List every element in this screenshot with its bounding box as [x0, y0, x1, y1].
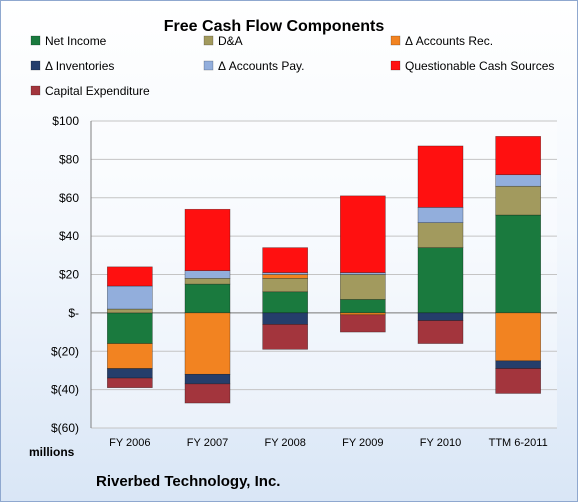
chart-title: Free Cash Flow Components [164, 18, 385, 35]
bar-d-a-fy-2008 [262, 278, 308, 293]
bar-questionable-cash-sources-fy-2010 [417, 145, 464, 208]
x-tick-label: FY 2007 [187, 437, 228, 449]
bar-accounts-pay-fy-2007 [184, 270, 231, 279]
bar-capital-expenditure-fy-2007 [184, 383, 231, 404]
legend-swatch-capital-expenditure [30, 85, 41, 96]
bar-questionable-cash-sources-fy-2006 [107, 266, 153, 287]
legend-label-inventories: Δ Inventories [45, 59, 114, 73]
bar-inventories-fy-2007 [184, 373, 231, 385]
bar-capital-expenditure-fy-2010 [417, 320, 464, 344]
bar-net-income-fy-2009 [340, 299, 386, 314]
bar-questionable-cash-sources-fy-2009 [340, 195, 386, 273]
y-axis: $100 $80 $60 $40 $20 $- $(20) $(40) $(60) [51, 114, 92, 435]
units-label: millions [29, 445, 75, 459]
legend-label-d-a: D&A [218, 34, 243, 48]
bar-accounts-pay-ttm-6-2011 [495, 174, 541, 187]
y-tick-label: $(40) [51, 383, 79, 397]
y-tick-label: $60 [59, 191, 79, 205]
bar-net-income-fy-2008 [262, 291, 308, 314]
bar-questionable-cash-sources-fy-2008 [262, 247, 308, 273]
bar-d-a-fy-2010 [417, 222, 464, 248]
bar-accounts-rec-fy-2007 [184, 312, 231, 375]
legend-swatch-questionable-cash-sources [390, 60, 401, 71]
legend-label-capital-expenditure: Capital Expenditure [45, 84, 150, 98]
bar-inventories-fy-2008 [262, 312, 308, 325]
bar-accounts-pay-fy-2006 [107, 285, 153, 310]
bar-accounts-rec-fy-2008 [262, 274, 308, 279]
x-tick-label: TTM 6-2011 [489, 437, 548, 449]
x-axis: FY 2006 FY 2007 FY 2008 FY 2009 FY 2010 TTM 6… [109, 437, 548, 449]
bar-inventories-fy-2010 [417, 312, 464, 321]
bar-capital-expenditure-fy-2008 [262, 324, 308, 350]
legend-label-questionable-cash-sources: Questionable Cash Sources [405, 59, 554, 73]
y-tick-label: $40 [59, 229, 79, 243]
bar-d-a-fy-2009 [340, 274, 386, 300]
bar-net-income-ttm-6-2011 [495, 214, 541, 314]
legend-swatch-accounts-rec [390, 35, 401, 46]
bar-accounts-pay-fy-2010 [417, 207, 464, 223]
bar-capital-expenditure-fy-2006 [107, 377, 153, 389]
y-tick-label: $- [68, 306, 79, 320]
legend-swatch-inventories [30, 60, 41, 71]
legend-label-net-income: Net Income [45, 34, 107, 48]
x-tick-label: FY 2010 [420, 437, 461, 449]
legend: Net Income D&A Δ Accounts Rec. Δ Inventorie… [30, 34, 554, 98]
bar-questionable-cash-sources-fy-2007 [184, 208, 231, 271]
x-tick-label: FY 2006 [109, 437, 150, 449]
legend-swatch-d-a [203, 35, 214, 46]
footer-company: Riverbed Technology, Inc. [96, 473, 280, 490]
x-tick-label: FY 2008 [264, 437, 305, 449]
legend-swatch-accounts-pay [203, 60, 214, 71]
legend-label-accounts-pay: Δ Accounts Pay. [218, 59, 305, 73]
y-tick-label: $20 [59, 268, 79, 282]
y-tick-label: $80 [59, 152, 79, 166]
bar-inventories-ttm-6-2011 [495, 360, 541, 369]
y-tick-label: $(20) [51, 344, 79, 358]
bar-capital-expenditure-ttm-6-2011 [495, 368, 541, 394]
plot-area [91, 120, 557, 429]
bar-net-income-fy-2010 [417, 247, 464, 314]
y-tick-label: $(60) [51, 421, 79, 435]
bar-d-a-ttm-6-2011 [495, 185, 541, 216]
bar-net-income-fy-2006 [107, 312, 153, 344]
bar-inventories-fy-2006 [107, 368, 153, 379]
bar-capital-expenditure-fy-2009 [340, 314, 386, 333]
y-tick-label: $100 [52, 114, 79, 128]
bar-net-income-fy-2007 [184, 283, 231, 314]
bar-questionable-cash-sources-ttm-6-2011 [495, 136, 541, 176]
bar-accounts-rec-ttm-6-2011 [495, 312, 541, 362]
x-tick-label: FY 2009 [342, 437, 383, 449]
bar-d-a-fy-2007 [184, 278, 231, 285]
legend-swatch-net-income [30, 35, 41, 46]
bar-accounts-rec-fy-2006 [107, 343, 153, 369]
bar-d-a-fy-2006 [107, 308, 153, 314]
legend-label-accounts-rec: Δ Accounts Rec. [405, 34, 493, 48]
